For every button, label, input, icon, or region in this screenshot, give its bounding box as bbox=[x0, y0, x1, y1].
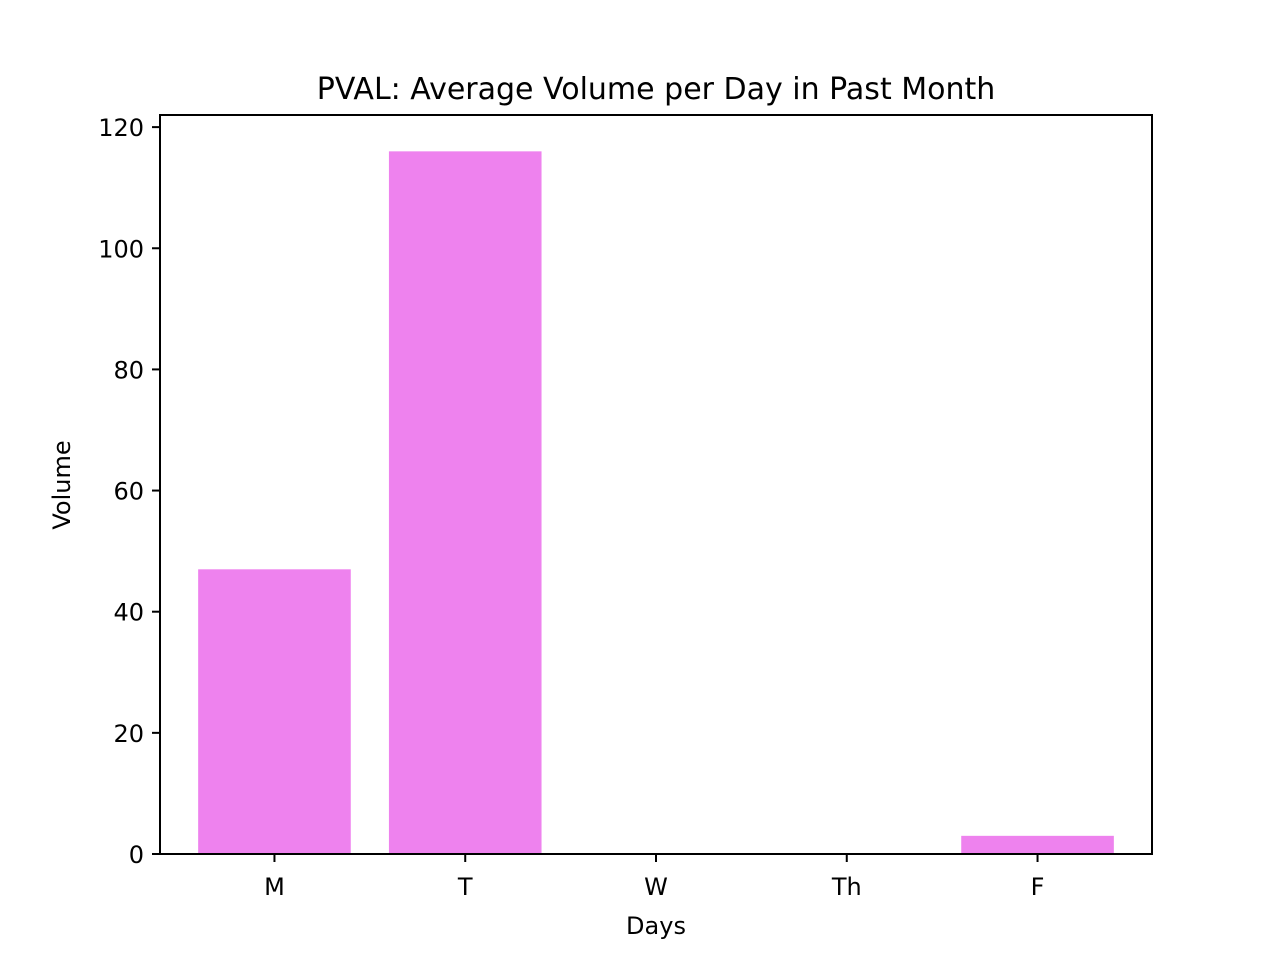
bars-group bbox=[198, 151, 1114, 855]
bar-t bbox=[388, 151, 542, 855]
y-axis-label: Volume bbox=[48, 440, 76, 529]
x-tick-label-w: W bbox=[644, 873, 668, 901]
chart-title: PVAL: Average Volume per Day in Past Mon… bbox=[317, 72, 996, 107]
y-tick-label-20: 20 bbox=[113, 720, 144, 748]
y-axis-ticks: 0 20 40 60 80 100 120 bbox=[98, 114, 160, 869]
x-tick-label-t: T bbox=[457, 873, 473, 901]
y-tick-label-60: 60 bbox=[113, 478, 144, 506]
x-tick-label-th: Th bbox=[831, 873, 862, 901]
x-tick-label-m: M bbox=[264, 873, 285, 901]
plot-area-frame bbox=[159, 114, 1153, 855]
y-tick-label-40: 40 bbox=[113, 599, 144, 627]
bar-f bbox=[961, 835, 1114, 854]
x-axis-label: Days bbox=[626, 912, 686, 940]
y-tick-label-80: 80 bbox=[113, 356, 144, 384]
y-tick-label-0: 0 bbox=[129, 841, 144, 869]
y-tick-label-100: 100 bbox=[98, 235, 144, 263]
x-axis-ticks: M T W Th F bbox=[264, 854, 1044, 901]
x-tick-label-f: F bbox=[1031, 873, 1045, 901]
bar-m bbox=[198, 569, 351, 854]
y-tick-label-120: 120 bbox=[98, 114, 144, 142]
